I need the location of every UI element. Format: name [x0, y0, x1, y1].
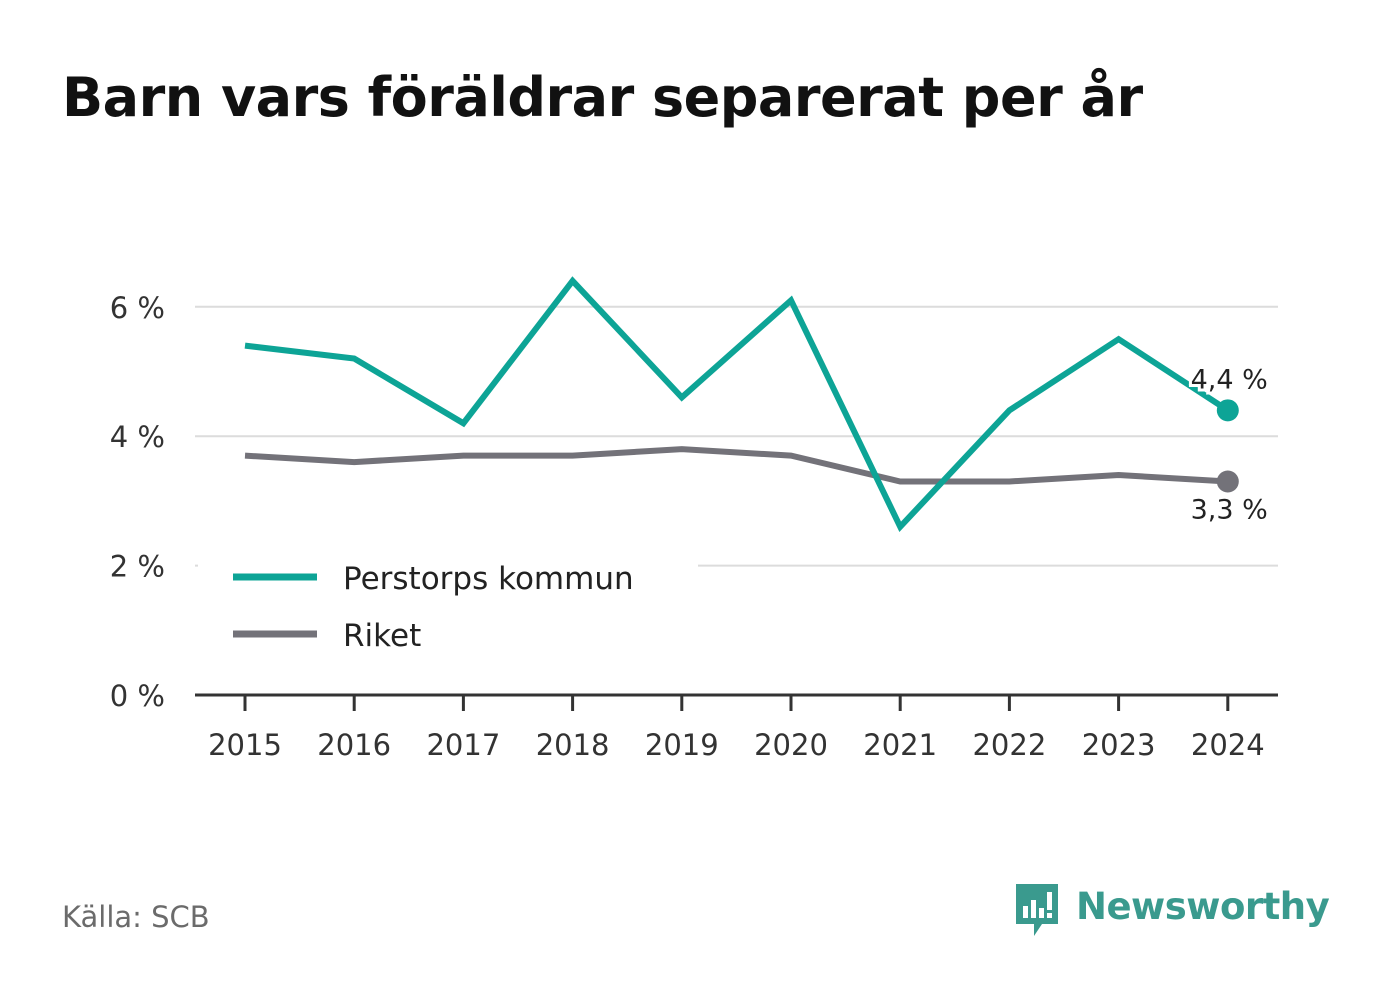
- x-tick-label: 2022: [972, 728, 1046, 762]
- end-point-marker: [1216, 470, 1239, 493]
- brand-logo: Newsworthy: [1012, 878, 1330, 942]
- x-tick-label: 2023: [1082, 728, 1156, 762]
- newsworthy-logo-icon: [1016, 884, 1058, 936]
- legend-label: Riket: [343, 618, 421, 654]
- series-line-riket: [244, 446, 1228, 485]
- brand-name: Newsworthy: [1076, 884, 1330, 928]
- legend: Perstorps kommun Riket: [198, 545, 698, 675]
- end-value-label: 3,3 %: [1191, 494, 1268, 525]
- x-tick-label: 2024: [1191, 728, 1265, 762]
- series-end-points: 4,4 % 3,3 %: [1188, 361, 1271, 528]
- x-axis-tick-labels: 2015 2016 2017 2018 2019 2020 2021 2022 2023 2024: [208, 728, 1265, 762]
- x-tick-label: 2016: [317, 728, 391, 762]
- y-tick-label: 4 %: [110, 420, 165, 454]
- end-value-label: 4,4 %: [1191, 364, 1268, 395]
- legend-label: Perstorps kommun: [343, 561, 634, 597]
- y-tick-label: 6 %: [110, 291, 165, 325]
- y-tick-label: 2 %: [110, 550, 165, 584]
- y-tick-label: 0 %: [110, 679, 165, 713]
- x-tick-label: 2015: [208, 728, 282, 762]
- series-line-perstorps-kommun: [244, 276, 1230, 533]
- end-point-marker: [1216, 399, 1239, 422]
- x-tick-label: 2017: [426, 728, 500, 762]
- source-note: Källa: SCB: [62, 900, 210, 934]
- series-lines: [244, 276, 1230, 533]
- y-axis-tick-labels: 0 % 2 % 4 % 6 %: [110, 291, 165, 713]
- x-tick-label: 2021: [863, 728, 937, 762]
- x-axis: [195, 693, 1278, 711]
- chart-title: Barn vars föräldrar separerat per år: [62, 66, 1143, 129]
- legend-background: [198, 545, 698, 675]
- x-tick-label: 2018: [536, 728, 610, 762]
- x-tick-label: 2020: [754, 728, 828, 762]
- x-tick-label: 2019: [645, 728, 719, 762]
